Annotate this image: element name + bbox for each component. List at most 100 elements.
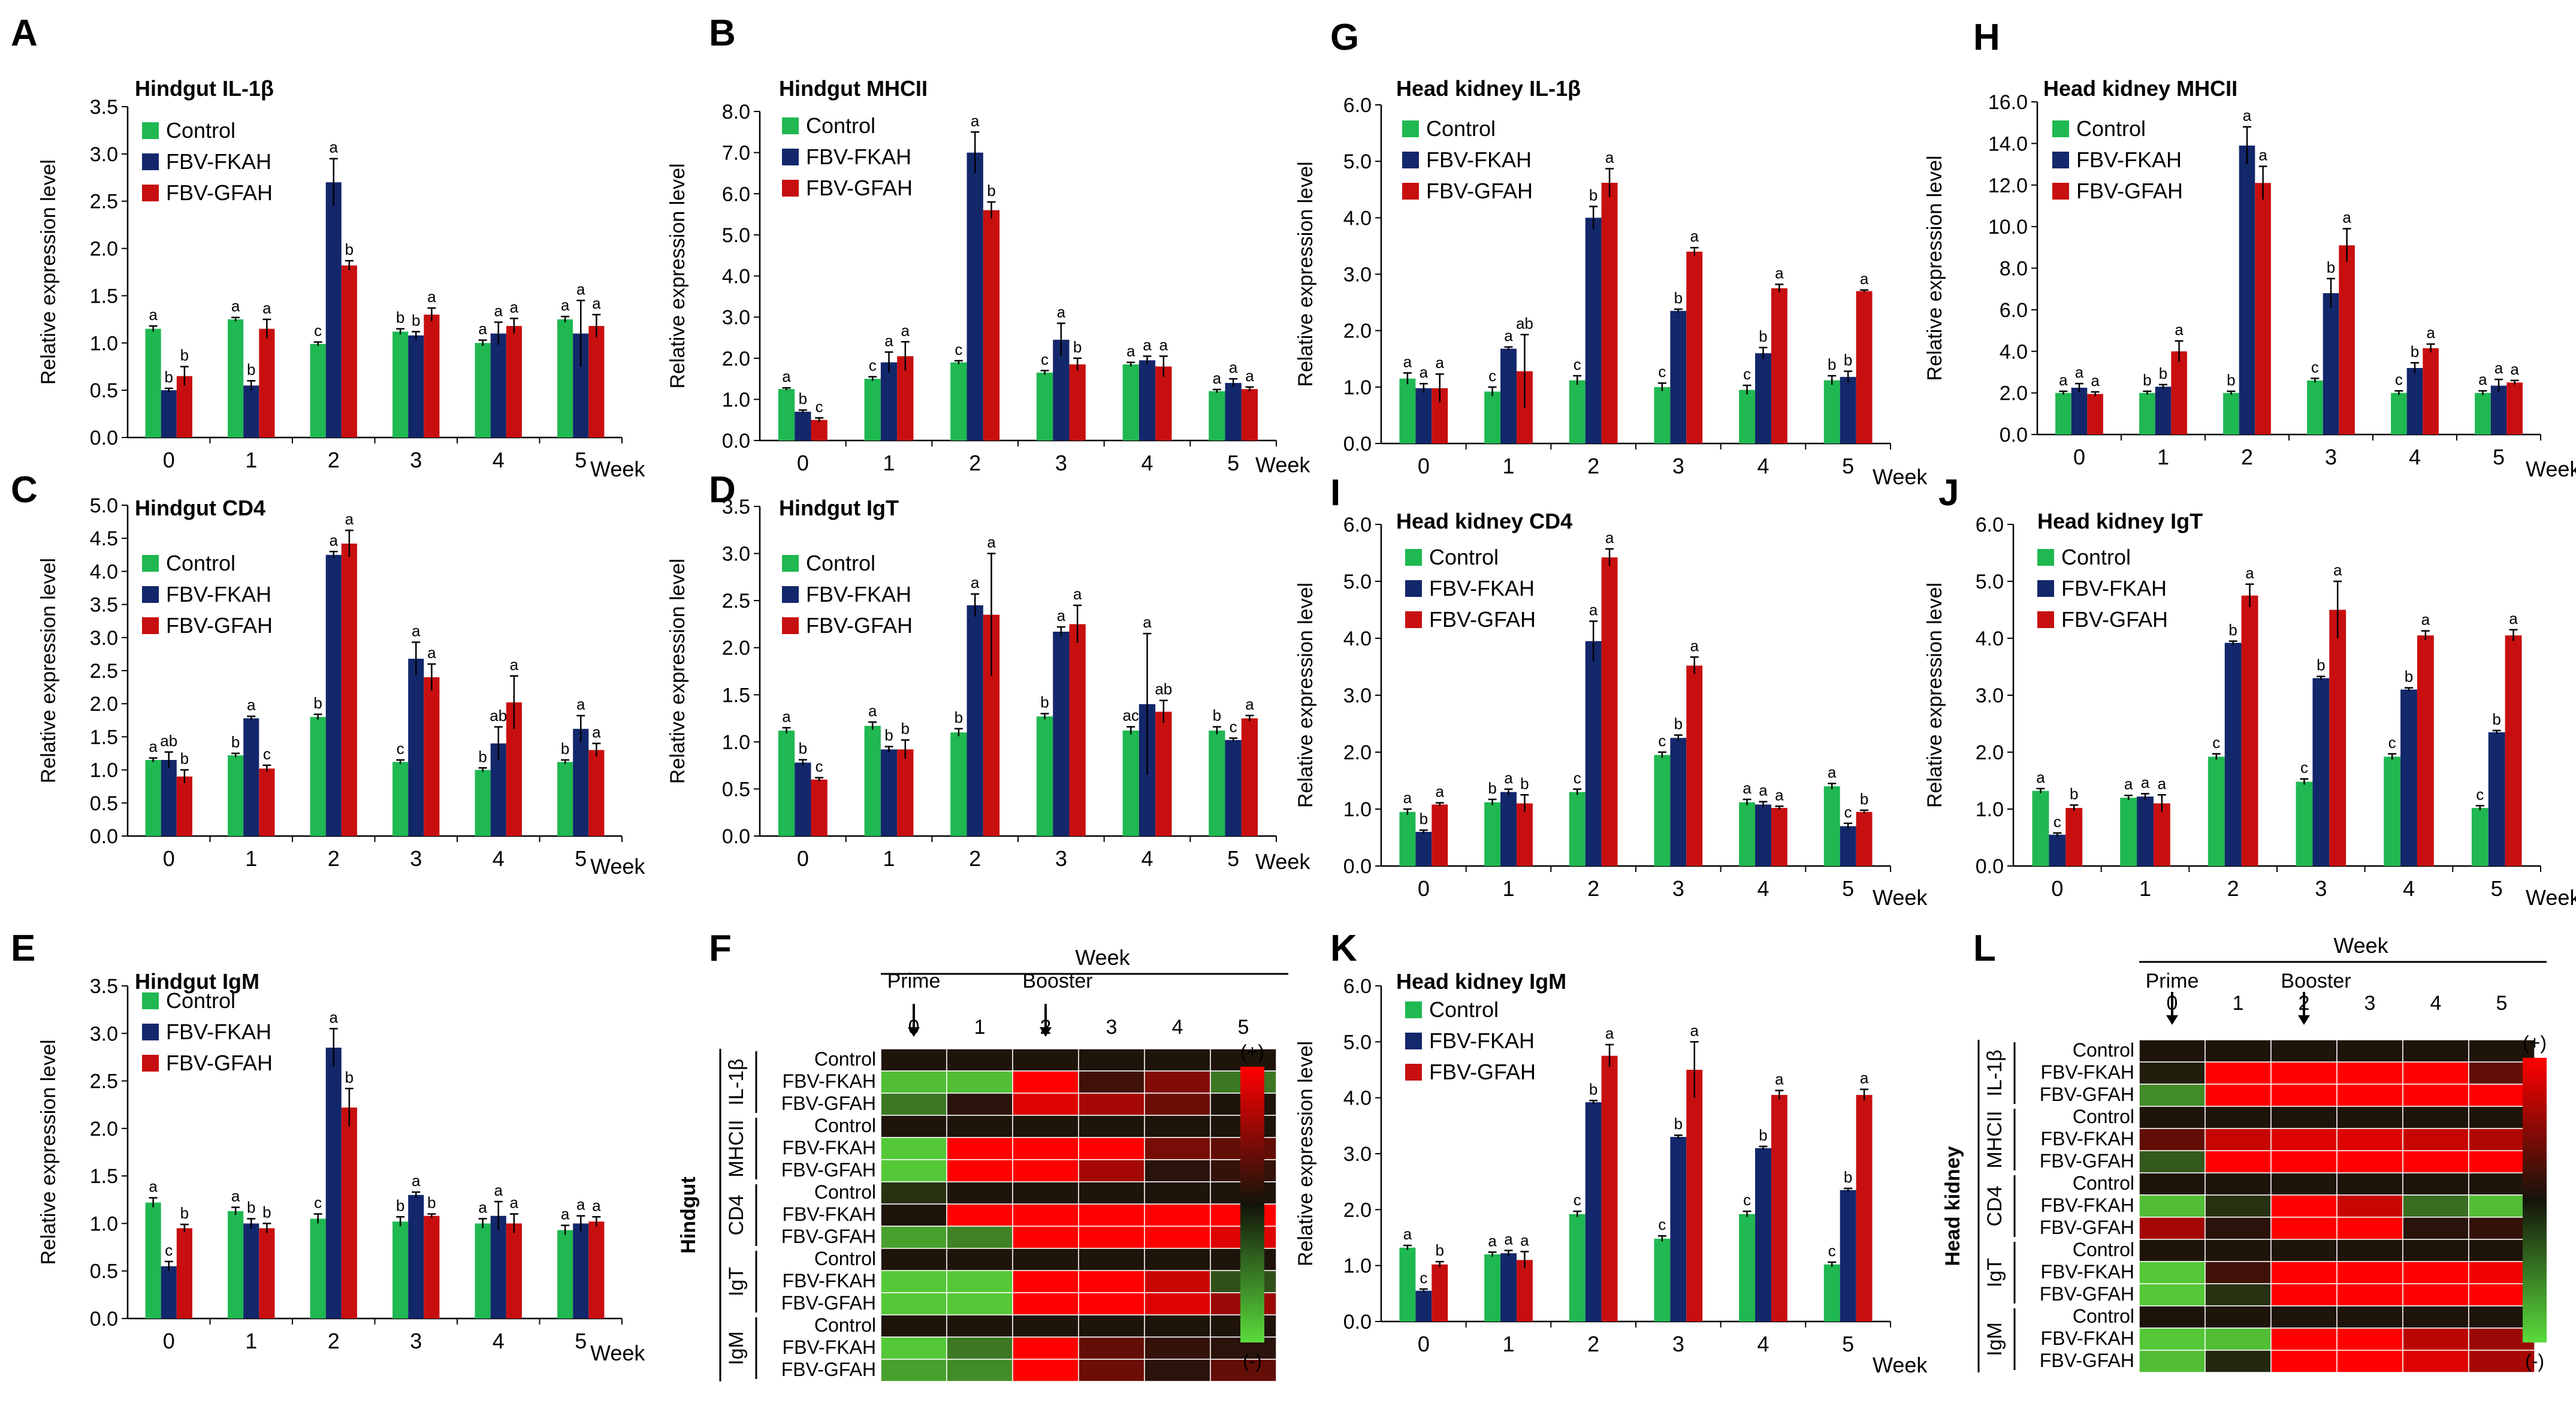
legend-label: Control <box>1429 545 1499 569</box>
significance-letter: b <box>2228 621 2237 639</box>
heatmap-cell <box>1078 1093 1145 1116</box>
bar <box>259 1228 275 1318</box>
x-tick-label: 3 <box>2325 445 2337 469</box>
y-tick-label: 3.0 <box>1343 1143 1372 1166</box>
bar <box>408 659 424 836</box>
heatmap-cell <box>2139 1106 2206 1129</box>
bar <box>1432 804 1448 866</box>
heatmap-cell <box>2139 1128 2206 1151</box>
y-tick-label: 0.5 <box>90 379 118 402</box>
bar <box>1122 364 1139 440</box>
bar <box>1399 1247 1416 1321</box>
legend-label: FBV-GFAH <box>806 176 913 200</box>
row-label: FBV-FKAH <box>783 1137 876 1158</box>
heatmap-cell <box>2204 1239 2272 1262</box>
row-label: Control <box>2073 1239 2134 1260</box>
y-tick-label: 1.0 <box>722 388 750 411</box>
scale-low-label: (-) <box>2525 1350 2544 1372</box>
significance-letter: a <box>330 531 339 549</box>
significance-letter: a <box>1605 529 1614 547</box>
significance-letter: a <box>247 696 256 714</box>
heatmap-cell <box>2204 1350 2272 1373</box>
significance-letter: a <box>2158 774 2167 792</box>
color-scale-bar <box>1240 1067 1264 1342</box>
x-tick-label: 2 <box>1587 876 1599 901</box>
heatmap-cell <box>880 1314 947 1338</box>
y-tick-label: 3.0 <box>1343 264 1372 286</box>
heatmap-cell <box>946 1070 1013 1094</box>
x-tick-label: 0 <box>797 451 809 475</box>
legend-swatch <box>1405 549 1422 566</box>
legend-label: FBV-GFAH <box>1426 179 1533 203</box>
panel-letter: B <box>709 13 736 54</box>
bar <box>811 420 828 440</box>
bar <box>1601 1055 1618 1321</box>
row-label: FBV-FKAH <box>2041 1061 2134 1083</box>
x-tick-label: 4 <box>493 448 505 472</box>
legend-swatch <box>1405 580 1422 597</box>
bar <box>424 1215 440 1318</box>
heatmap-cell <box>880 1336 947 1360</box>
row-label: FBV-GFAH <box>781 1226 876 1247</box>
y-tick-label: 2.0 <box>1343 320 1372 343</box>
y-tick-label: 1.0 <box>90 332 118 355</box>
significance-letter: b <box>262 1203 271 1221</box>
bar <box>1601 557 1618 866</box>
significance-letter: a <box>330 1008 339 1026</box>
heatmap-cell <box>2204 1283 2272 1307</box>
bar <box>588 750 605 836</box>
significance-letter: c <box>1574 769 1581 787</box>
bar <box>2153 803 2170 866</box>
heatmap-cell <box>2139 1061 2206 1085</box>
x-tick-label: 2 <box>328 846 340 871</box>
bar <box>573 729 589 836</box>
bar <box>341 1107 357 1318</box>
x-tick-label: 0 <box>1418 454 1430 478</box>
y-tick-label: 1.0 <box>90 1212 118 1235</box>
heatmap-cell <box>2402 1283 2469 1307</box>
heatmap-cell <box>1012 1359 1079 1382</box>
significance-letter: b <box>1436 1241 1444 1259</box>
bar <box>967 152 983 440</box>
significance-letter: c <box>2311 358 2319 376</box>
significance-letter: c <box>314 322 322 340</box>
significance-letter: a <box>2245 564 2254 582</box>
significance-letter: a <box>1690 1021 1699 1039</box>
legend-swatch <box>1402 120 1419 137</box>
heatmap-cell <box>2270 1106 2338 1129</box>
bar <box>1569 380 1586 443</box>
bar <box>1686 1070 1703 1321</box>
legend-label: FBV-FKAH <box>2076 147 2182 172</box>
significance-letter: a <box>1229 358 1238 376</box>
y-tick-label: 2.0 <box>90 1118 118 1140</box>
significance-letter: ab <box>490 707 507 725</box>
bar <box>897 749 914 836</box>
significance-letter: a <box>1520 1231 1529 1249</box>
heatmap-cell <box>1078 1248 1145 1271</box>
arrow-head <box>2298 1015 2310 1025</box>
x-tick-label: 3 <box>410 1329 422 1353</box>
heatmap-cell <box>2270 1261 2338 1284</box>
row-label: FBV-GFAH <box>2040 1283 2134 1305</box>
x-tick-label: 1 <box>1502 876 1514 901</box>
y-tick-label: 1.5 <box>90 1165 118 1188</box>
chart-title: Hindgut CD4 <box>135 496 265 520</box>
y-tick-label: 5.0 <box>90 494 118 517</box>
significance-letter: b <box>1844 1168 1852 1186</box>
legend-label: Control <box>806 551 875 575</box>
x-tick-label: 1 <box>245 1329 257 1353</box>
significance-letter: ab <box>160 732 177 750</box>
x-tick-label: 4 <box>1757 454 1769 478</box>
bar <box>161 1266 177 1318</box>
significance-letter: a <box>2075 363 2084 381</box>
y-axis-label: Relative expression level <box>37 1039 60 1265</box>
heatmap-cell <box>2139 1350 2206 1373</box>
bar <box>1241 389 1258 440</box>
row-label: FBV-GFAH <box>781 1159 876 1181</box>
bar <box>2120 798 2137 866</box>
y-tick-label: 0.0 <box>90 1308 118 1330</box>
heatmap-cell <box>880 1181 947 1205</box>
gene-label: MHCII <box>725 1120 748 1177</box>
column-label: 1 <box>2233 992 2244 1015</box>
significance-letter: c <box>263 745 271 763</box>
